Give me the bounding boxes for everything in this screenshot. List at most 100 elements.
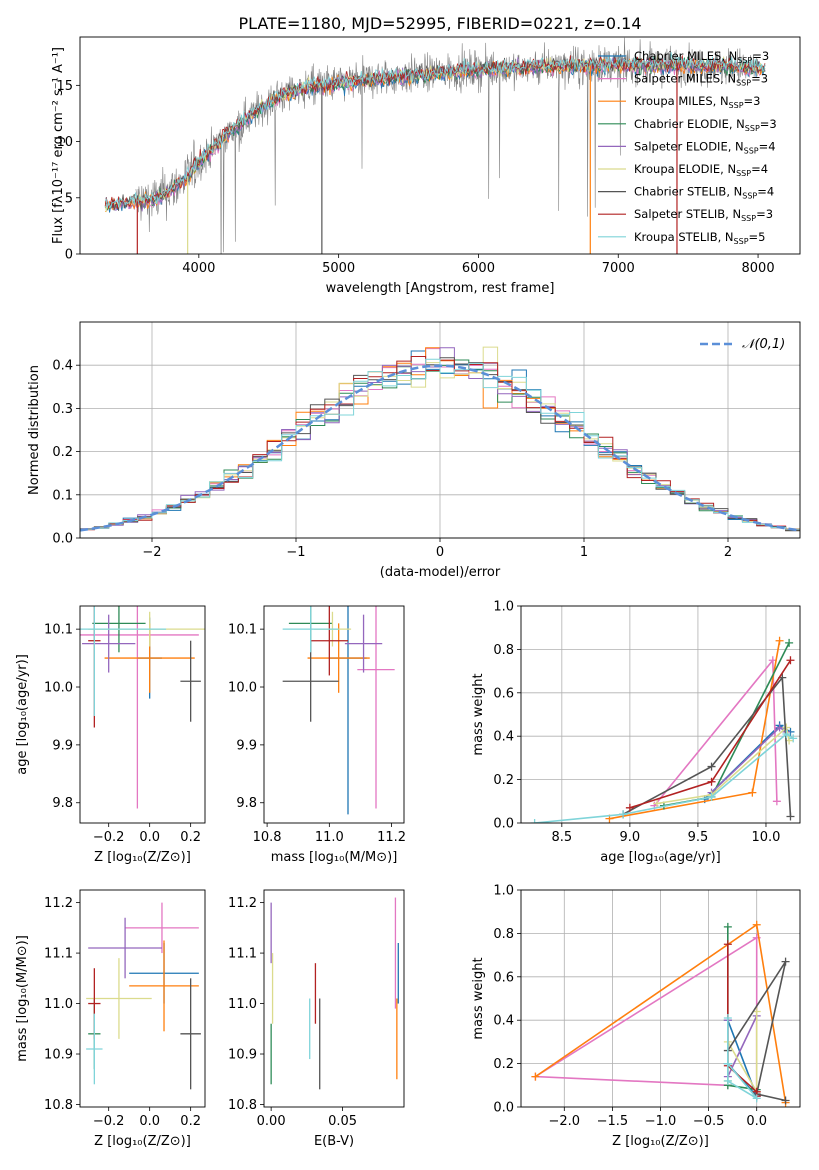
x-tick-label: 5000 <box>322 261 355 276</box>
series-kroupa-stelib <box>726 1018 758 1099</box>
mass-vs-Z-frame <box>79 889 206 1108</box>
residual-hist <box>80 346 800 538</box>
y-tick-label: 10 <box>56 135 73 150</box>
x-tick-label: 0.05 <box>328 1114 357 1129</box>
marker-kroupa-stelib <box>789 734 798 743</box>
x-tick-label: −0.5 <box>693 1114 725 1129</box>
legend-label: Kroupa STELIB, NSSP=5 <box>634 230 765 246</box>
x-tick-label: 11.2 <box>377 830 406 845</box>
y-tick-label: 9.8 <box>236 796 257 811</box>
residuals-frame <box>79 321 801 539</box>
age-vs-mass-frame <box>263 605 405 824</box>
x-axis-label: (data-model)/error <box>380 565 501 580</box>
legend-label: Chabrier ELODIE, NSSP=3 <box>634 117 777 133</box>
x-axis-label: E(B-V) <box>314 1134 354 1149</box>
x-tick-label: 4000 <box>182 261 215 276</box>
weight-vs-age-series <box>530 636 798 823</box>
legend-subscript: SSP <box>742 192 757 201</box>
y-tick-label: 0.8 <box>493 643 514 658</box>
x-axis-label: Z [log₁₀(Z/Z⊙)] <box>612 1134 709 1149</box>
x-tick-label: 10.0 <box>751 830 780 845</box>
x-tick-label: 0.0 <box>746 1114 767 1129</box>
weight-vs-age-axes: 8.5 9.0 9.5 10.0 0.0 0.2 0.4 0.6 0.8 1.0 age [log₁… <box>471 600 800 865</box>
y-tick-label: 0.4 <box>493 1014 514 1029</box>
age-vs-Z-frame <box>79 605 206 824</box>
marker-chabrier-stelib <box>781 1096 790 1105</box>
y-tick-label: 11.2 <box>228 896 257 911</box>
age-vs-Z-axes: −0.2 0.0 0.2 9.8 9.9 10.0 10.1 Z [log₁₀(Z/Z⊙)] a… <box>15 623 201 865</box>
legend-subscript: SSP <box>736 169 751 178</box>
marker-chabrier-stelib <box>707 762 716 771</box>
legend-label: Chabrier STELIB, NSSP=4 <box>634 185 774 201</box>
legend-label: 𝒩(0,1) <box>742 337 785 352</box>
marker-kroupa-elodie <box>653 799 662 808</box>
y-tick-label: 15 <box>56 79 73 94</box>
marker-kroupa-miles <box>752 920 761 929</box>
y-tick-label: 11.0 <box>44 997 73 1012</box>
series-chabrier-elodie <box>726 926 757 1091</box>
marker-kroupa-miles <box>775 636 784 645</box>
legend-count: =3 <box>744 94 761 108</box>
x-tick-label: −1 <box>286 545 305 560</box>
marker-salpeter-stelib <box>707 777 716 786</box>
marker-kroupa-stelib <box>752 1094 761 1103</box>
y-tick-label: 0.0 <box>493 1101 514 1116</box>
y-tick-label: 0.6 <box>493 970 514 985</box>
y-axis-label: mass weight <box>471 673 486 755</box>
weight-vs-Z-frame <box>520 889 801 1108</box>
x-tick-label: −0.2 <box>93 830 125 845</box>
mass-vs-ebv-frame <box>263 889 405 1108</box>
x-tick-label: 7000 <box>602 261 635 276</box>
x-axis-label: wavelength [Angstrom, rest frame] <box>326 281 555 296</box>
y-tick-label: 10.9 <box>44 1048 73 1063</box>
x-tick-label: 0.2 <box>180 830 201 845</box>
y-tick-label: 0.0 <box>52 532 73 547</box>
x-tick-label: −2 <box>142 545 161 560</box>
marker-kroupa-stelib <box>707 792 716 801</box>
legend-subscript: SSP <box>734 237 749 246</box>
x-tick-label: −1.5 <box>597 1114 629 1129</box>
age-vs-mass-axes: 10.8 11.0 11.2 9.8 9.9 10.0 10.1 mass [log₁₀(M/… <box>228 623 406 865</box>
legend-label: Salpeter ELODIE, NSSP=4 <box>634 139 776 155</box>
legend-count: =4 <box>751 162 768 176</box>
legend-count: =4 <box>759 139 776 153</box>
x-tick-label: −0.2 <box>93 1114 125 1129</box>
y-tick-label: 5 <box>65 191 73 206</box>
x-tick-label: 6000 <box>462 261 495 276</box>
mass-vs-ebv-points <box>270 897 399 1090</box>
y-axis-label: mass [log₁₀(M/M⊙)] <box>15 935 30 1062</box>
weight-vs-Z-series <box>531 920 790 1107</box>
mass-vs-Z-points <box>86 902 201 1090</box>
legend-subscript: SSP <box>745 124 760 133</box>
marker-salpeter-stelib <box>723 940 732 949</box>
x-tick-label: 10.8 <box>253 830 282 845</box>
normal-curve <box>80 364 800 532</box>
y-tick-label: 9.9 <box>52 738 73 753</box>
marker-kroupa-stelib <box>619 810 628 819</box>
x-tick-label: 0.2 <box>180 1114 201 1129</box>
series-salpeter-miles <box>532 936 758 1097</box>
x-tick-label: 0.0 <box>139 1114 160 1129</box>
spectrum-frame <box>79 36 801 255</box>
spectrum-model-kroupa-stelib <box>104 52 766 209</box>
y-tick-label: 1.0 <box>493 884 514 899</box>
legend-label: Kroupa MILES, NSSP=3 <box>634 94 760 110</box>
legend-subscript: SSP <box>736 79 751 88</box>
spectrum-model-kroupa-elodie <box>104 54 766 213</box>
y-tick-label: 10.1 <box>228 623 257 638</box>
legend-subscript: SSP <box>741 214 756 223</box>
x-axis-label: Z [log₁₀(Z/Z⊙)] <box>94 1134 191 1149</box>
x-tick-label: 0.00 <box>257 1114 286 1129</box>
y-tick-label: 10.9 <box>228 1048 257 1063</box>
marker-kroupa-stelib <box>530 819 539 823</box>
x-axis-label: age [log₁₀(age/yr)] <box>600 850 721 865</box>
y-tick-label: 0.6 <box>493 686 514 701</box>
y-tick-label: 0.2 <box>52 445 73 460</box>
x-axis-label: Z [log₁₀(Z/Z⊙)] <box>94 850 191 865</box>
y-tick-label: 9.9 <box>236 738 257 753</box>
y-tick-label: 11.2 <box>44 896 73 911</box>
x-tick-label: 0 <box>436 545 444 560</box>
marker-salpeter-miles <box>772 797 781 806</box>
marker-kroupa-stelib <box>782 730 791 739</box>
